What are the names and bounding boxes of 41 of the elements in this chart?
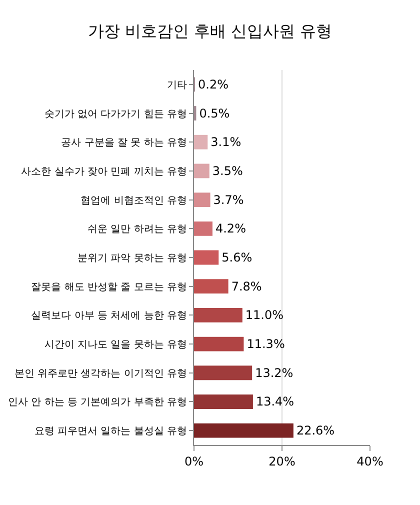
bar — [194, 336, 244, 352]
data-label: 22.6% — [296, 424, 335, 438]
chart-title: 가장 비호감인 후배 신입사원 유형 — [88, 21, 332, 40]
x-tick-label: 20% — [268, 454, 296, 468]
data-label: 13.2% — [255, 366, 294, 380]
data-label: 13.4% — [256, 394, 294, 409]
bar — [194, 250, 219, 265]
data-label: 3.7% — [213, 192, 244, 207]
bar — [194, 366, 252, 380]
data-label: 11.0% — [245, 308, 284, 322]
y-tick-label: 분위기 파악 못하는 유형 — [77, 253, 187, 264]
data-label: 7.8% — [231, 279, 262, 294]
x-tick-label: 0% — [184, 454, 204, 468]
y-tick-label: 쉬운 일만 하려는 유형 — [87, 224, 187, 236]
bar — [194, 394, 253, 409]
data-label: 11.3% — [246, 337, 285, 352]
data-label: 5.6% — [222, 250, 252, 264]
data-label: 4.2% — [215, 222, 246, 236]
bar — [194, 192, 210, 208]
bar — [194, 279, 228, 294]
x-tick-label: 40% — [356, 454, 384, 468]
y-tick-label: 시간이 지나도 일을 못하는 유형 — [44, 340, 187, 351]
y-tick-label: 실력보다 아부 등 처세에 능한 유형 — [31, 310, 187, 322]
y-tick-label: 요령 피우면서 일하는 불성실 유형 — [34, 426, 187, 438]
y-tick-label: 잘못을 해도 반성할 줄 모르는 유형 — [31, 282, 187, 293]
bar — [194, 134, 208, 150]
y-tick-label: 협업에 비협조적인 유형 — [80, 195, 187, 206]
y-tick-label: 인사 안 하는 등 기본예의가 부족한 유형 — [8, 397, 187, 408]
data-label: 3.5% — [212, 164, 243, 178]
y-tick-label: 사소한 실수가 잦아 민폐 끼치는 유형 — [21, 166, 187, 178]
y-tick-label: 기타 — [167, 80, 187, 91]
data-label: 0.2% — [198, 77, 228, 92]
bar — [194, 308, 242, 322]
bar — [194, 164, 210, 178]
bar — [194, 221, 212, 236]
y-tick-label: 숫기가 없어 다가가기 힘든 유형 — [44, 108, 187, 120]
y-tick-label: 공사 구분을 잘 못 하는 유형 — [61, 138, 187, 149]
data-label: 0.5% — [199, 106, 230, 120]
data-label: 3.1% — [210, 135, 242, 150]
y-tick-label: 본인 위주로만 생각하는 이기적인 유형 — [14, 368, 187, 380]
bar — [194, 423, 294, 438]
